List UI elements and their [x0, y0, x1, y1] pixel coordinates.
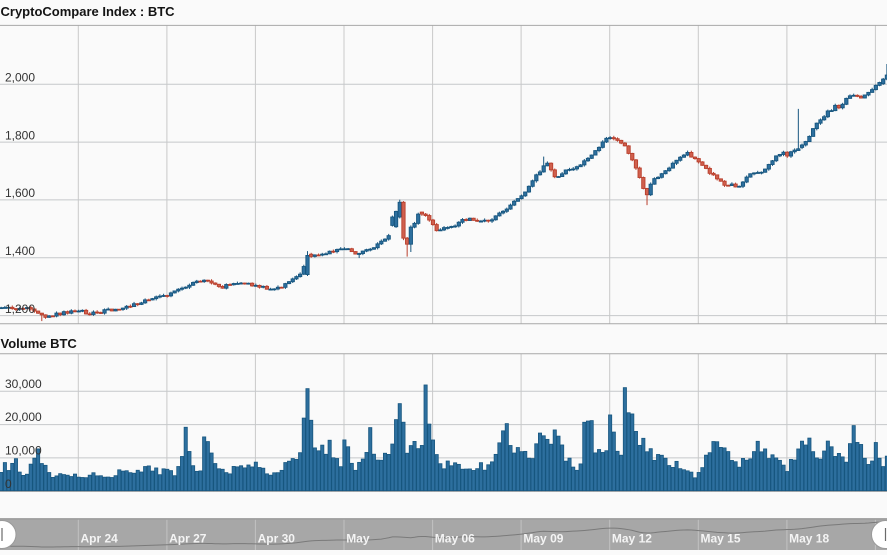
svg-text:May 09: May 09: [523, 532, 563, 546]
svg-text:Apr 27: Apr 27: [169, 532, 207, 546]
svg-text:1,400: 1,400: [5, 244, 35, 258]
svg-text:20,000: 20,000: [5, 410, 42, 424]
svg-text:Apr 24: Apr 24: [81, 532, 119, 546]
svg-text:Apr 30: Apr 30: [258, 532, 296, 546]
svg-text:May 15: May 15: [701, 532, 741, 546]
svg-text:1,200: 1,200: [5, 302, 35, 316]
svg-text:0: 0: [5, 477, 12, 491]
svg-text:1,600: 1,600: [5, 186, 35, 200]
svg-text:2,000: 2,000: [5, 71, 35, 85]
svg-text:Volume BTC: Volume BTC: [1, 336, 78, 351]
svg-text:May 12: May 12: [612, 532, 652, 546]
svg-text:10,000: 10,000: [5, 444, 42, 458]
svg-text:May 18: May 18: [789, 532, 829, 546]
svg-text:30,000: 30,000: [5, 377, 42, 391]
svg-text:1,800: 1,800: [5, 128, 35, 142]
svg-text:May 06: May 06: [435, 532, 475, 546]
svg-text:CryptoCompare Index : BTC: CryptoCompare Index : BTC: [1, 4, 176, 19]
svg-text:May: May: [346, 532, 370, 546]
